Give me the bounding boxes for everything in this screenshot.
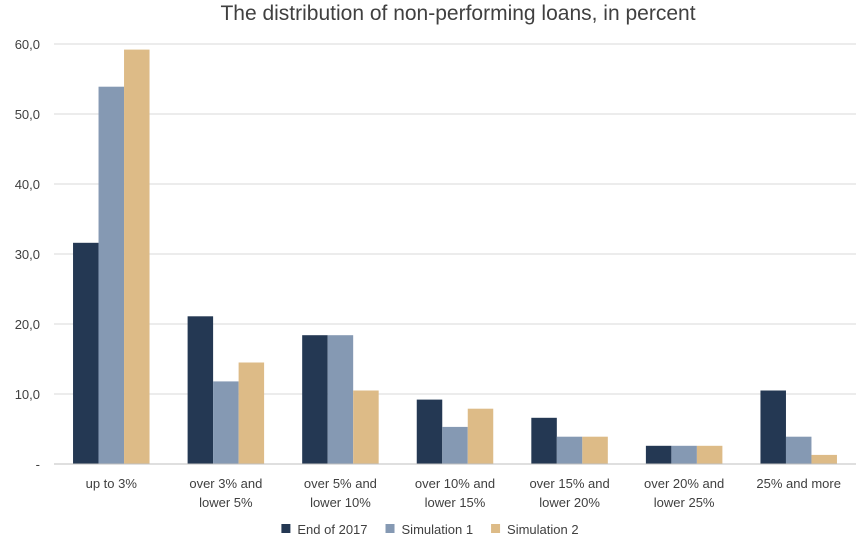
x-tick-label: over 10% and lower 15% (415, 476, 495, 510)
y-tick-label: 40,0 (15, 177, 40, 192)
bar (238, 362, 265, 464)
y-tick-label: 50,0 (15, 107, 40, 122)
x-tick-label: over 15% and lower 20% (529, 476, 609, 510)
y-tick-label: - (36, 457, 40, 472)
bar (442, 426, 468, 464)
y-tick-label: 30,0 (15, 247, 40, 262)
bar (124, 49, 150, 464)
bar (785, 436, 812, 464)
legend-swatch (491, 524, 501, 533)
bar (213, 381, 239, 464)
bar (327, 335, 354, 464)
y-tick-label: 10,0 (15, 387, 40, 402)
bar (531, 417, 557, 464)
legend-label: End of 2017 (297, 522, 367, 537)
gridlines (54, 43, 856, 395)
x-tick-label: over 20% and lower 25% (644, 476, 724, 510)
bar (760, 390, 786, 464)
y-tick-label: 20,0 (15, 317, 40, 332)
x-tick-label: up to 3% (86, 476, 138, 491)
bar (556, 436, 583, 464)
bar (73, 242, 99, 464)
y-tick-label: 60,0 (15, 37, 40, 52)
bar (582, 436, 608, 464)
y-axis-ticks: - 10,0 20,0 30,0 40,0 50,0 60,0 (15, 37, 40, 472)
bar (98, 86, 125, 464)
legend-swatch (385, 524, 395, 533)
x-tick-label: 25% and more (756, 476, 841, 491)
bar (187, 316, 214, 464)
bar (353, 390, 379, 464)
bar (302, 335, 328, 464)
bar (416, 399, 443, 464)
legend-label: Simulation 1 (402, 522, 474, 537)
bars (73, 49, 837, 464)
legend: End of 2017 Simulation 1 Simulation 2 (281, 522, 579, 537)
legend-swatch (281, 524, 291, 533)
bar (671, 445, 697, 464)
chart-title: The distribution of non-performing loans… (220, 2, 695, 25)
bar (696, 445, 723, 464)
legend-label: Simulation 2 (507, 522, 579, 537)
x-axis-categories: up to 3% over 3% and lower 5% over 5% and lo… (86, 476, 841, 510)
bar (467, 408, 494, 464)
bar (811, 454, 837, 464)
x-tick-label: over 3% and lower 5% (189, 476, 262, 510)
x-tick-label: over 5% and lower 10% (304, 476, 377, 510)
bar (645, 445, 672, 464)
